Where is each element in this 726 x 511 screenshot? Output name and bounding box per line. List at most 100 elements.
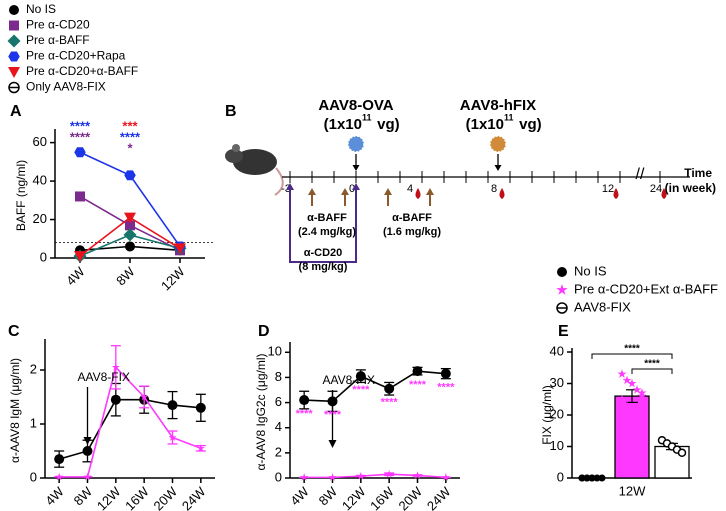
event-title: AAV8-OVA [318, 97, 393, 114]
legend-label: AAV8-FIX [574, 299, 631, 314]
marker [125, 241, 135, 252]
marker [385, 470, 394, 478]
arrow-head [83, 437, 92, 445]
marker [622, 400, 632, 410]
marker [55, 472, 64, 481]
marker [637, 388, 647, 397]
marker [598, 474, 606, 482]
marker [617, 369, 627, 378]
x-tick-label: 16W [122, 483, 152, 511]
x-tick-label: 12W [619, 483, 646, 498]
virus-icon [347, 135, 365, 153]
marker [124, 170, 136, 181]
y-tick-label: 0 [557, 469, 564, 484]
timeline-label: 0 [349, 183, 355, 195]
marker [140, 392, 149, 401]
marker [196, 444, 205, 452]
arrow-head [352, 183, 360, 190]
marker [8, 51, 20, 62]
y-tick-label: 60 [33, 134, 47, 149]
timeline-label: 8 [491, 183, 497, 195]
event-exponent: 11 [504, 112, 514, 122]
event-dose: (1x10 [466, 116, 504, 133]
marker [578, 474, 586, 482]
y-tick-label: 30 [550, 375, 564, 390]
significance-label: *** [122, 118, 138, 133]
marker [7, 34, 21, 48]
x-tick-label: 16W [367, 483, 397, 511]
blood-drop [661, 188, 667, 199]
marker [300, 473, 309, 481]
marker [593, 474, 601, 482]
x-tick-label: 12W [158, 263, 188, 293]
y-tick-label: 0 [275, 469, 282, 484]
x-tick-label: 8W [316, 483, 341, 508]
marker [195, 402, 206, 413]
significance-label: **** [352, 384, 370, 396]
marker [8, 67, 20, 78]
legend-label: Only AAV8-FIX [26, 80, 106, 94]
axis-break: // [636, 166, 645, 183]
significance-label: **** [381, 397, 399, 409]
y-tick-label: 20 [33, 211, 47, 226]
marker [441, 473, 450, 481]
marker [123, 228, 137, 242]
treatment-dose: (2.4 mg/kg) [298, 226, 356, 238]
y-tick-label: 2 [275, 444, 282, 459]
marker [356, 471, 365, 480]
timeline-axis-label: Time [684, 166, 712, 180]
arrow-head [341, 188, 349, 195]
event-unit: vg) [373, 116, 400, 133]
y-tick-label: 6 [275, 394, 282, 409]
treatment-dose: (8 mg/kg) [299, 261, 348, 273]
marker [124, 212, 136, 224]
blood-drop [613, 188, 619, 199]
marker [622, 375, 632, 385]
arrow-head [286, 183, 294, 190]
marker [74, 147, 86, 158]
x-tick-label: 4W [63, 263, 88, 288]
y-tick-label: 8 [275, 369, 282, 384]
panel-label: C [8, 323, 20, 340]
x-tick-label: 12W [94, 483, 124, 511]
marker [168, 433, 177, 441]
significance-label: **** [296, 408, 314, 420]
x-tick-label: 8W [113, 263, 138, 288]
timeline-label: 24 [650, 183, 662, 195]
virus-icon [489, 135, 507, 153]
y-tick-label: 1 [30, 415, 37, 430]
y-axis-label: α-AAV8 IgG2c (μg/ml) [254, 354, 268, 471]
event-exponent: 11 [362, 112, 372, 122]
x-tick-label: 4W [42, 483, 67, 508]
significance-bracket [591, 353, 673, 359]
marker [75, 191, 85, 202]
timeline-label: 12 [602, 183, 614, 195]
panel-label: D [258, 323, 270, 340]
event-dose: (1x10 [324, 116, 362, 133]
timeline-label: -3 [281, 183, 291, 195]
significance-label: **** [70, 129, 91, 144]
y-tick-label: 2 [30, 361, 37, 376]
treatment-name: α-CD20 [304, 247, 343, 259]
y-tick-label: 10 [268, 344, 282, 359]
significance-label: **** [437, 382, 455, 394]
legend-label: No IS [26, 2, 56, 16]
significance-label: **** [120, 129, 141, 144]
marker [413, 471, 422, 479]
event-unit: vg) [515, 116, 542, 133]
y-tick-label: 40 [33, 173, 47, 188]
series-line [304, 473, 446, 479]
legend-label: Pre α-CD20 [26, 18, 90, 32]
x-tick-label: 24W [179, 483, 209, 511]
x-tick-label: 24W [424, 483, 454, 511]
marker [617, 394, 627, 404]
marker [632, 385, 642, 394]
treatment-dose: (1.6 mg/kg) [383, 226, 441, 238]
marker [355, 371, 366, 382]
arrow-head [494, 165, 502, 171]
marker [632, 413, 642, 423]
marker [384, 383, 395, 394]
x-tick-label: 20W [396, 483, 426, 511]
significance-label: **** [70, 118, 91, 133]
